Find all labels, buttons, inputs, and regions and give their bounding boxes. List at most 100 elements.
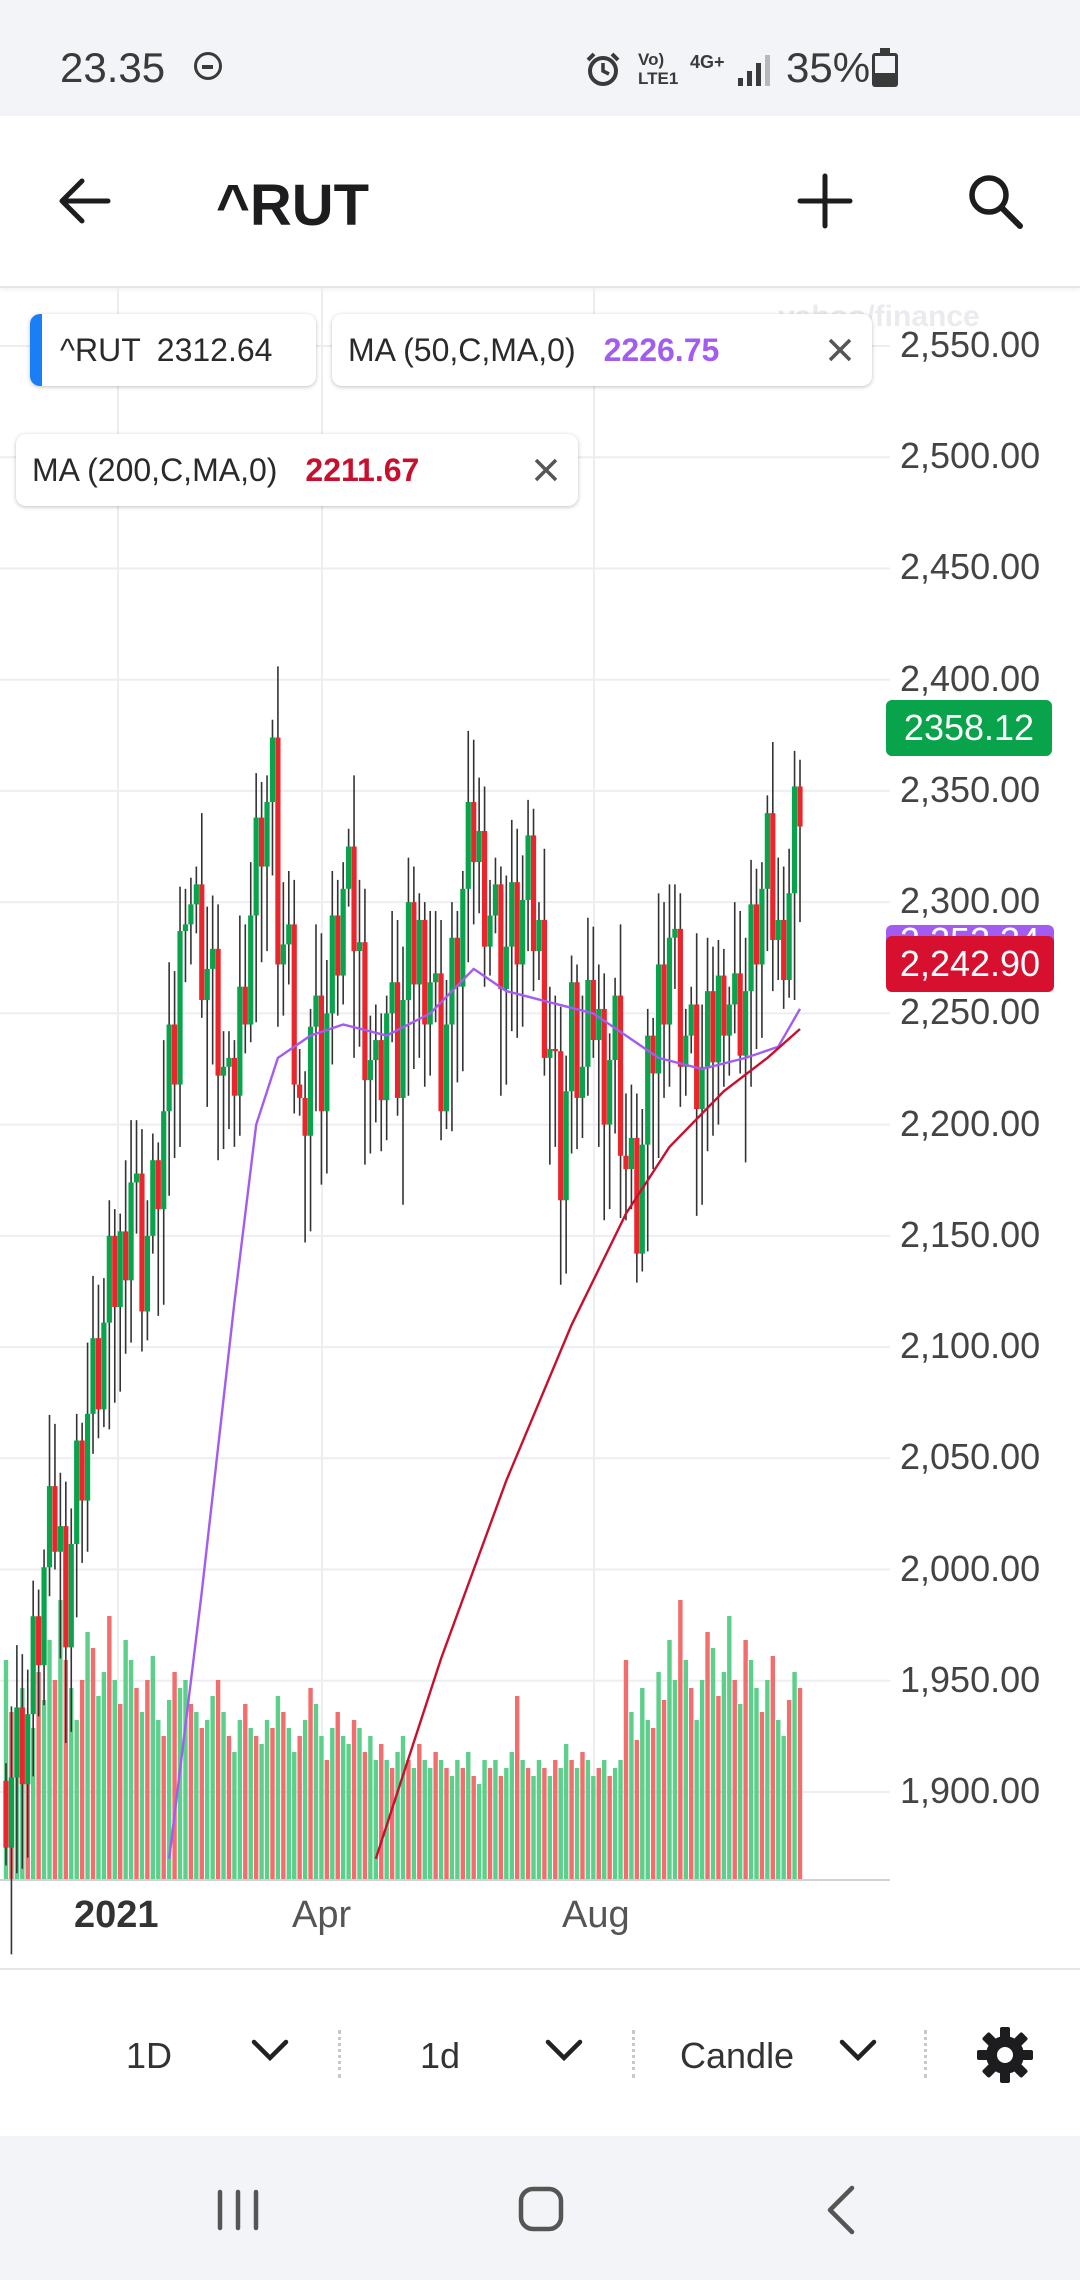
candle-body — [204, 968, 210, 1001]
candle-body — [617, 995, 624, 1156]
volume-bar — [30, 1728, 36, 1880]
chevron-down-icon[interactable] — [250, 2036, 290, 2066]
network-label: Vo) LTE1 — [638, 50, 679, 88]
volume-bar — [466, 1752, 471, 1880]
candle-body — [52, 1486, 58, 1552]
chevron-down-icon[interactable] — [838, 2036, 878, 2066]
y-axis-label: 2,000.00 — [900, 1547, 1041, 1589]
candle-body — [596, 1008, 602, 1041]
volume-bar — [427, 1768, 433, 1880]
candle-body — [182, 924, 189, 932]
search-icon[interactable] — [960, 166, 1030, 236]
volume-bar — [286, 1728, 291, 1880]
close-icon[interactable] — [530, 454, 562, 486]
settings-gear-icon[interactable] — [974, 2024, 1036, 2086]
nav-back-icon[interactable] — [820, 2184, 860, 2236]
chevron-down-icon[interactable] — [544, 2036, 584, 2066]
candle-body — [150, 1160, 156, 1236]
candle-body — [525, 835, 531, 900]
back-arrow-icon[interactable] — [50, 166, 120, 236]
chart-area[interactable]: yahoo/finance ^RUT 2312.64 MA (50,C,MA,0… — [0, 288, 1080, 1968]
candle-body — [215, 948, 221, 1076]
volume-bar — [330, 1728, 335, 1880]
y-axis-label: 2,450.00 — [900, 546, 1041, 588]
candle-body — [786, 893, 792, 981]
volume-bar — [754, 1688, 759, 1880]
volume-bar — [781, 1736, 786, 1880]
volume-bar — [79, 1680, 85, 1880]
candle-body — [443, 1024, 450, 1112]
candle-body — [552, 1048, 558, 1052]
volume-bar — [460, 1768, 466, 1880]
candle-body — [400, 1000, 406, 1098]
volume-bar — [699, 1680, 705, 1880]
candle-body — [313, 995, 319, 1027]
interval-selector[interactable]: 1d — [420, 2035, 461, 2076]
volume-bar — [406, 1760, 411, 1880]
candle-body — [280, 944, 286, 965]
volume-bar — [634, 1740, 640, 1880]
price-chart[interactable] — [0, 288, 1080, 1968]
candle-body — [242, 986, 248, 1025]
candle-body — [666, 937, 673, 1025]
add-icon[interactable] — [790, 166, 860, 236]
status-time: 23.35 — [60, 44, 166, 91]
candle-body — [699, 1066, 705, 1110]
recent-apps-icon[interactable] — [214, 2188, 262, 2232]
candle-body — [791, 786, 798, 894]
close-icon[interactable] — [824, 334, 856, 366]
candle-body — [628, 1137, 635, 1170]
home-icon[interactable] — [516, 2184, 566, 2234]
volume-bar — [302, 1720, 308, 1880]
candle-body — [199, 884, 205, 1001]
volume-bar — [373, 1760, 379, 1880]
candle-body — [291, 924, 297, 1085]
candle-body — [3, 1780, 9, 1848]
volume-bar — [591, 1776, 596, 1880]
volume-bar — [694, 1720, 699, 1880]
candle-body — [438, 973, 444, 1112]
symbol-legend-chip[interactable]: ^RUT 2312.64 — [30, 314, 316, 386]
volume-bar — [645, 1720, 650, 1880]
volume-bar — [351, 1720, 357, 1880]
candle-body — [269, 737, 276, 803]
volume-bar — [569, 1760, 574, 1880]
candle-body — [188, 904, 194, 925]
candle-body — [694, 1004, 700, 1110]
ma200-legend-chip[interactable]: MA (200,C,MA,0) 2211.67 — [16, 434, 578, 506]
candle-body — [117, 1231, 123, 1308]
candle-body — [607, 1060, 613, 1125]
candle-body — [672, 928, 678, 938]
candle-body — [454, 937, 460, 987]
candle-body — [90, 1338, 96, 1414]
chart-type-selector[interactable]: Candle — [680, 2035, 795, 2076]
volume-bar — [107, 1616, 112, 1880]
candle-body — [193, 884, 199, 905]
volume-bar — [422, 1760, 427, 1880]
volume-bar — [281, 1712, 286, 1880]
volume-bar — [308, 1688, 313, 1880]
ma200-price-badge: 2,242.90 — [886, 936, 1054, 992]
candle-body — [101, 1322, 107, 1410]
candle-body — [166, 1024, 172, 1112]
volume-bar — [161, 1736, 166, 1880]
volume-bar — [205, 1720, 210, 1880]
toolbar-divider — [924, 2030, 927, 2078]
volume-bar — [515, 1696, 520, 1880]
candle-body — [384, 1013, 390, 1101]
volume-bar — [226, 1736, 232, 1880]
candle-body — [536, 919, 542, 952]
volume-bar — [438, 1760, 444, 1880]
volume-bar — [585, 1760, 591, 1880]
range-selector[interactable]: 1D — [126, 2035, 173, 2076]
volume-bar — [618, 1760, 623, 1880]
last-price-badge: 2358.12 — [886, 700, 1052, 756]
candle-body — [19, 1707, 25, 1785]
volume-bar — [580, 1752, 585, 1880]
candle-body — [449, 937, 455, 1025]
volume-bar — [520, 1760, 525, 1880]
y-axis-label: 2,150.00 — [900, 1213, 1041, 1255]
candle-body — [259, 817, 265, 867]
volume-bar — [596, 1768, 601, 1880]
ma50-legend-chip[interactable]: MA (50,C,MA,0) 2226.75 — [332, 314, 872, 386]
